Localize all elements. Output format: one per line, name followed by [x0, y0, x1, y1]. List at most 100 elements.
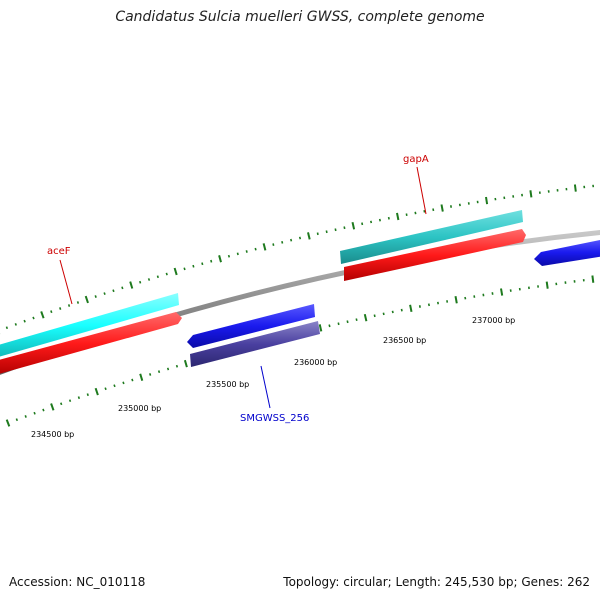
outer-ring-minor-tick: [325, 230, 328, 234]
outer-ring-minor-tick: [23, 319, 26, 323]
map-title: Candidatus Sulcia muelleri GWSS, complet…: [115, 9, 485, 25]
tick-label-235500: 235500 bp: [206, 380, 249, 389]
inner-ring-minor-tick: [60, 402, 63, 406]
inner-tick-ring: [5, 275, 595, 427]
inner-ring-minor-tick: [175, 364, 179, 368]
cds-feature-gapa[interactable]: [344, 229, 526, 281]
inner-ring-major-tick: [409, 304, 413, 312]
gene-feature-smgwss-256[interactable]: [190, 321, 320, 367]
outer-ring-major-tick: [173, 267, 178, 276]
gene-feature-acef[interactable]: [0, 293, 179, 358]
outer-ring-minor-tick: [147, 278, 151, 281]
inner-ring-minor-tick: [427, 303, 430, 307]
genome-summary-text: Topology: circular; Length: 245,530 bp; …: [283, 575, 590, 589]
cds-feature-acef[interactable]: [0, 312, 182, 375]
acef-label-leader: [59, 259, 73, 305]
outer-ring-minor-tick: [414, 211, 417, 215]
inner-ring-major-tick: [139, 373, 144, 381]
outer-ring-minor-tick: [67, 304, 71, 307]
inner-ring-minor-tick: [157, 370, 161, 374]
inner-ring-major-tick: [363, 313, 368, 322]
genome-backbone: [0, 230, 600, 375]
inner-ring-minor-tick: [68, 399, 72, 403]
outer-ring-major-tick: [307, 232, 311, 240]
inner-ring-minor-tick: [149, 373, 152, 376]
outer-ring-major-tick: [573, 184, 577, 192]
cds-feature-smgwss-256[interactable]: [187, 304, 315, 348]
outer-ring-minor-tick: [378, 218, 381, 222]
outer-ring-minor-tick: [94, 295, 97, 298]
outer-ring-minor-tick: [139, 280, 142, 284]
gene-label-smgwss-256[interactable]: SMGWSS_256: [240, 413, 309, 424]
outer-ring-minor-tick: [165, 272, 168, 276]
inner-ring-minor-tick: [391, 310, 394, 314]
inner-ring-minor-tick: [166, 367, 170, 371]
inner-ring-minor-tick: [355, 318, 358, 321]
outer-tick-ring: [0, 184, 595, 335]
outer-ring-minor-tick: [423, 210, 426, 213]
inner-ring-minor-tick: [328, 324, 331, 328]
inner-ring-major-tick: [318, 324, 323, 332]
inner-ring-minor-tick: [400, 308, 403, 312]
outer-ring-minor-tick: [76, 301, 80, 304]
inner-ring-major-tick: [5, 419, 11, 427]
outer-ring-minor-tick: [50, 310, 53, 314]
inner-ring-major-tick: [183, 359, 188, 368]
inner-ring-major-tick: [591, 275, 595, 283]
accession-text: Accession: NC_010118: [9, 575, 146, 589]
inner-ring-minor-tick: [337, 322, 340, 326]
inner-ring-minor-tick: [131, 378, 134, 382]
inner-ring-major-tick: [500, 288, 504, 296]
outer-ring-minor-tick: [121, 286, 124, 290]
gene-label-acef[interactable]: aceF: [47, 246, 71, 257]
outer-ring-major-tick: [440, 204, 444, 212]
outer-ring-minor-tick: [245, 250, 248, 253]
outer-ring-minor-tick: [192, 264, 195, 268]
outer-ring-major-tick: [396, 212, 400, 221]
outer-ring-minor-tick: [343, 226, 346, 230]
inner-ring-major-tick: [454, 296, 458, 304]
inner-ring-minor-tick: [77, 396, 81, 400]
outer-ring-minor-tick: [183, 267, 186, 271]
inner-ring-minor-tick: [15, 418, 19, 422]
tick-label-235000: 235000 bp: [118, 404, 161, 413]
outer-ring-minor-tick: [59, 307, 62, 310]
inner-ring-major-tick: [50, 403, 55, 411]
outer-ring-minor-tick: [14, 323, 17, 326]
outer-ring-minor-tick: [112, 289, 115, 293]
inner-ring-minor-tick: [42, 408, 45, 412]
tick-label-236000: 236000 bp: [294, 358, 337, 367]
outer-ring-major-tick: [351, 221, 356, 230]
outer-ring-minor-tick: [290, 238, 293, 242]
inner-ring-minor-tick: [104, 387, 107, 391]
outer-ring-major-tick: [40, 311, 45, 319]
inner-ring-minor-tick: [33, 411, 36, 415]
outer-ring-minor-tick: [432, 208, 435, 212]
outer-ring-minor-tick: [272, 243, 275, 246]
outer-ring-minor-tick: [227, 254, 231, 258]
outer-ring-major-tick: [218, 255, 222, 263]
outer-ring-minor-tick: [387, 216, 390, 220]
outer-ring-major-tick: [529, 190, 533, 198]
outer-ring-minor-tick: [361, 222, 364, 226]
cds-feature-next-reverse[interactable]: [534, 239, 600, 266]
tick-label-236500: 236500 bp: [383, 336, 426, 345]
outer-ring-minor-tick: [334, 228, 337, 232]
smgwss-256-label-leader: [260, 365, 271, 409]
outer-ring-minor-tick: [103, 292, 106, 295]
inner-ring-minor-tick: [373, 314, 376, 318]
outer-ring-minor-tick: [32, 316, 35, 320]
inner-ring-minor-tick: [113, 384, 116, 388]
outer-ring-minor-tick: [201, 262, 204, 266]
outer-ring-minor-tick: [210, 259, 213, 263]
outer-ring-minor-tick: [281, 240, 284, 244]
gene-label-gapa[interactable]: gapA: [403, 154, 429, 165]
outer-ring-minor-tick: [156, 275, 159, 279]
outer-ring-major-tick: [485, 196, 489, 205]
inner-ring-minor-tick: [86, 393, 89, 397]
outer-ring-minor-tick: [236, 252, 239, 256]
gene-feature-gapa[interactable]: [340, 210, 523, 264]
tick-label-234500: 234500 bp: [31, 430, 74, 439]
